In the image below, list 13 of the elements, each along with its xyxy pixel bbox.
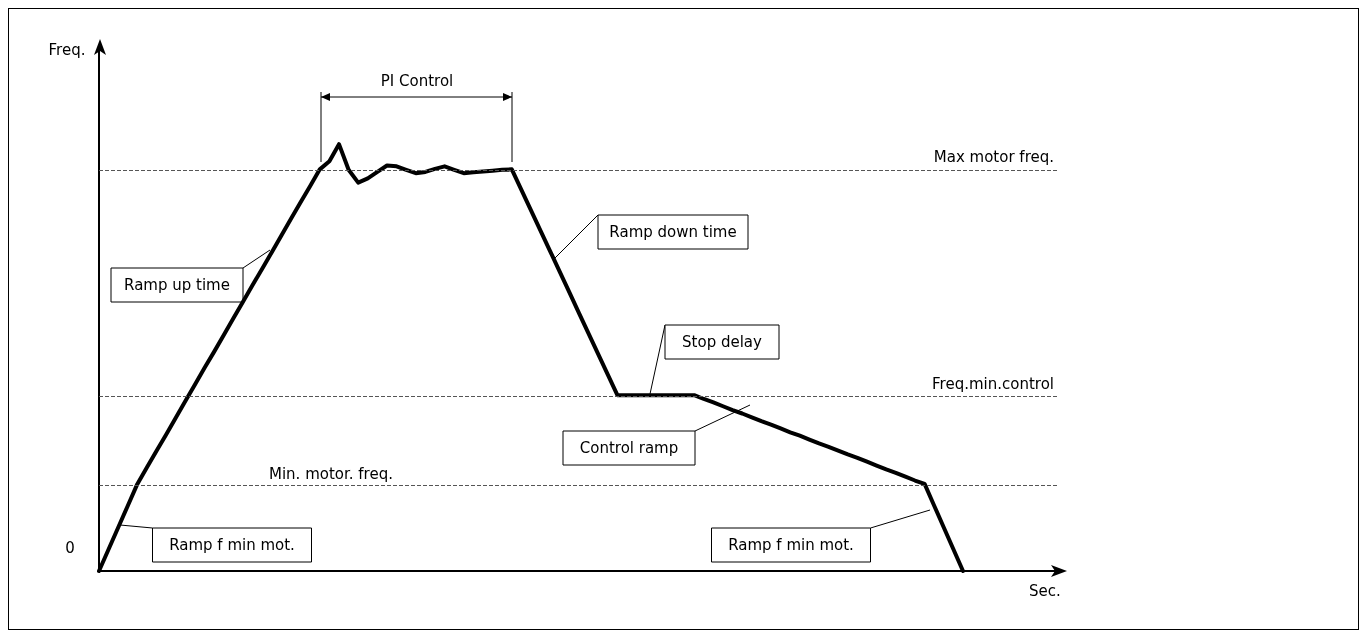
ref-line-label: Max motor freq. xyxy=(933,148,1054,167)
annotation: Ramp up time xyxy=(124,276,230,294)
annotation: Ramp down time xyxy=(609,223,737,241)
text: 0 xyxy=(65,539,75,557)
annotation: Stop delay xyxy=(682,333,763,351)
annotation: Ramp f min mot. xyxy=(169,536,295,554)
ref-line-label: Freq.min.control xyxy=(932,374,1054,393)
x-axis-title: Sec. xyxy=(1029,581,1061,600)
annotation: Control ramp xyxy=(579,439,679,457)
annotation: Ramp f min mot. xyxy=(728,536,854,554)
text: PI Control xyxy=(380,72,454,90)
ref-line-label: Min. motor. freq. xyxy=(269,465,393,484)
text: Freq. xyxy=(48,41,86,59)
